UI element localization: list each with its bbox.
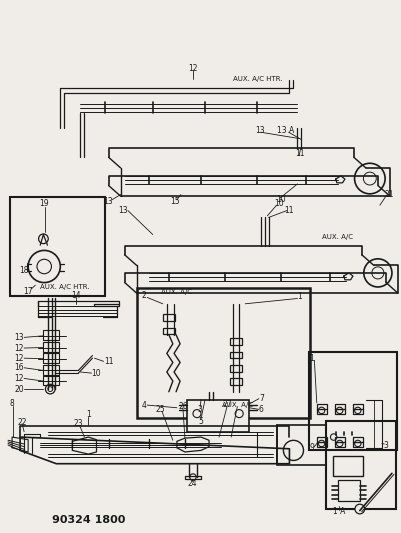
Circle shape bbox=[354, 440, 360, 447]
Text: 13 A: 13 A bbox=[276, 126, 293, 135]
Bar bbox=[186, 400, 249, 432]
Text: AUX. A/C: AUX. A/C bbox=[321, 234, 352, 240]
Text: 10: 10 bbox=[91, 369, 101, 377]
Bar bbox=[308, 352, 396, 450]
Text: 3: 3 bbox=[383, 441, 387, 449]
Bar bbox=[316, 437, 326, 447]
Circle shape bbox=[283, 440, 303, 461]
Circle shape bbox=[38, 234, 48, 244]
Text: 12: 12 bbox=[188, 64, 197, 72]
Text: 5: 5 bbox=[198, 417, 203, 425]
Text: 13: 13 bbox=[103, 197, 112, 206]
Bar bbox=[43, 353, 59, 363]
Text: 12: 12 bbox=[14, 374, 24, 383]
Circle shape bbox=[371, 267, 383, 279]
Text: AUX. A/C HTR.: AUX. A/C HTR. bbox=[39, 284, 89, 290]
Text: 21: 21 bbox=[383, 190, 393, 199]
Text: 6: 6 bbox=[258, 405, 263, 414]
Text: 13: 13 bbox=[117, 206, 127, 215]
Circle shape bbox=[354, 407, 360, 414]
Text: 20: 20 bbox=[14, 385, 24, 393]
Bar bbox=[43, 330, 59, 340]
Bar bbox=[337, 480, 359, 501]
Circle shape bbox=[318, 440, 324, 447]
Text: 90324 1800: 90324 1800 bbox=[52, 515, 126, 524]
Bar bbox=[334, 437, 344, 447]
Text: 8: 8 bbox=[10, 399, 14, 408]
Bar bbox=[43, 342, 59, 352]
Text: 16: 16 bbox=[14, 364, 24, 372]
Text: 19: 19 bbox=[39, 199, 49, 208]
Bar bbox=[162, 314, 174, 321]
Text: 2: 2 bbox=[141, 292, 146, 300]
Text: AUX. A/C: AUX. A/C bbox=[161, 288, 192, 295]
Bar bbox=[332, 456, 362, 476]
Text: AUX. A/C: AUX. A/C bbox=[221, 402, 252, 408]
Text: 15: 15 bbox=[170, 197, 179, 206]
Circle shape bbox=[363, 172, 375, 185]
Text: 11: 11 bbox=[103, 357, 113, 366]
Text: 11: 11 bbox=[284, 206, 294, 215]
Text: 26: 26 bbox=[178, 402, 187, 410]
Text: 9: 9 bbox=[309, 443, 314, 452]
Text: 3: 3 bbox=[197, 405, 202, 414]
Text: 13: 13 bbox=[255, 126, 265, 135]
Text: 11: 11 bbox=[294, 149, 304, 158]
Bar bbox=[352, 404, 362, 414]
Text: 1 A: 1 A bbox=[332, 507, 344, 516]
Bar bbox=[352, 437, 362, 447]
Circle shape bbox=[318, 407, 324, 414]
Bar bbox=[136, 288, 309, 418]
Bar bbox=[316, 404, 326, 414]
Text: 10: 10 bbox=[274, 199, 284, 208]
Text: 13: 13 bbox=[14, 333, 24, 342]
Text: 12: 12 bbox=[14, 354, 24, 362]
Text: 4: 4 bbox=[141, 401, 146, 409]
Text: 1: 1 bbox=[86, 410, 91, 419]
Circle shape bbox=[336, 440, 342, 447]
Text: 14: 14 bbox=[71, 292, 81, 300]
Text: 22: 22 bbox=[17, 418, 27, 426]
Text: 12: 12 bbox=[14, 344, 24, 352]
Bar bbox=[43, 365, 59, 375]
Circle shape bbox=[363, 259, 391, 287]
Circle shape bbox=[354, 504, 364, 514]
Bar bbox=[334, 404, 344, 414]
Bar bbox=[162, 328, 174, 334]
Bar bbox=[10, 197, 104, 296]
Text: 1: 1 bbox=[309, 354, 314, 363]
Bar bbox=[229, 338, 241, 345]
Bar bbox=[325, 421, 395, 509]
Text: 25: 25 bbox=[156, 405, 165, 414]
Bar bbox=[229, 352, 241, 358]
Text: 23: 23 bbox=[73, 419, 83, 428]
Text: 18: 18 bbox=[19, 266, 29, 275]
Text: 7: 7 bbox=[258, 394, 263, 403]
Bar bbox=[43, 376, 59, 385]
Circle shape bbox=[336, 407, 342, 414]
Text: 17: 17 bbox=[23, 287, 33, 295]
Circle shape bbox=[37, 259, 51, 274]
Circle shape bbox=[354, 163, 384, 194]
Bar bbox=[229, 378, 241, 385]
Bar bbox=[277, 425, 325, 465]
Text: 10: 10 bbox=[276, 196, 286, 204]
Circle shape bbox=[28, 251, 60, 282]
Text: 27: 27 bbox=[222, 400, 231, 408]
Text: AUX. A/C HTR.: AUX. A/C HTR. bbox=[232, 76, 282, 82]
Text: 1: 1 bbox=[296, 293, 301, 301]
Circle shape bbox=[330, 434, 336, 440]
Bar bbox=[229, 365, 241, 372]
Text: 24: 24 bbox=[187, 479, 196, 488]
